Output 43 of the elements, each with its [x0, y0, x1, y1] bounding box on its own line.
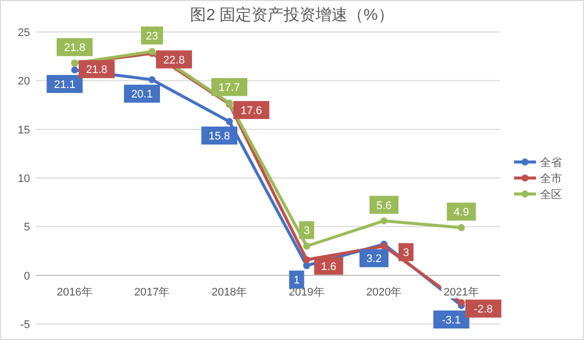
data-label: 3	[402, 247, 410, 260]
point	[71, 66, 78, 74]
legend-label: 全市	[540, 172, 562, 185]
data-label: 17.7	[218, 82, 240, 94]
point	[303, 242, 310, 250]
data-label: -3.1	[442, 314, 461, 327]
data-label: 5.6	[376, 200, 392, 212]
data-label: 23	[146, 30, 158, 42]
data-label: 20.1	[131, 88, 153, 101]
point	[148, 76, 156, 84]
point	[226, 118, 233, 126]
x-tick-label: 2017年	[134, 286, 170, 298]
point	[303, 256, 310, 264]
data-label: 1.6	[321, 260, 336, 273]
data-label: 21.1	[54, 78, 76, 91]
data-label: -2.8	[474, 304, 493, 316]
y-tick-label: 0	[24, 270, 30, 282]
chart-title: 图2 固定资产投资增速（%）	[190, 6, 394, 24]
y-tick-label: 25	[18, 27, 30, 39]
data-label: 22.8	[163, 54, 185, 66]
data-label: 17.6	[240, 105, 262, 118]
x-tick-label: 2016年	[56, 286, 92, 298]
legend-label: 全区	[540, 189, 562, 201]
legend-label: 全省	[540, 156, 562, 169]
data-label: 21.8	[64, 42, 86, 54]
data-label: 4.9	[454, 206, 469, 219]
point	[303, 262, 310, 270]
data-label: 1	[294, 274, 300, 287]
data-label: 3	[304, 225, 310, 238]
y-tick-label: -5	[20, 319, 30, 331]
y-tick-label: 10	[18, 173, 30, 185]
data-label: 3.2	[366, 253, 382, 266]
y-tick-label: 15	[18, 124, 30, 136]
point	[458, 299, 465, 306]
x-tick-label: 2020年	[366, 286, 402, 298]
point	[380, 217, 388, 224]
data-label: 15.8	[208, 130, 230, 143]
x-tick-label: 2018年	[212, 286, 248, 298]
data-label: 21.8	[86, 64, 108, 76]
y-tick-label: 5	[24, 222, 30, 234]
x-tick-label: 2021年	[444, 286, 480, 298]
y-tick-label: 20	[18, 76, 30, 88]
point	[458, 224, 465, 232]
